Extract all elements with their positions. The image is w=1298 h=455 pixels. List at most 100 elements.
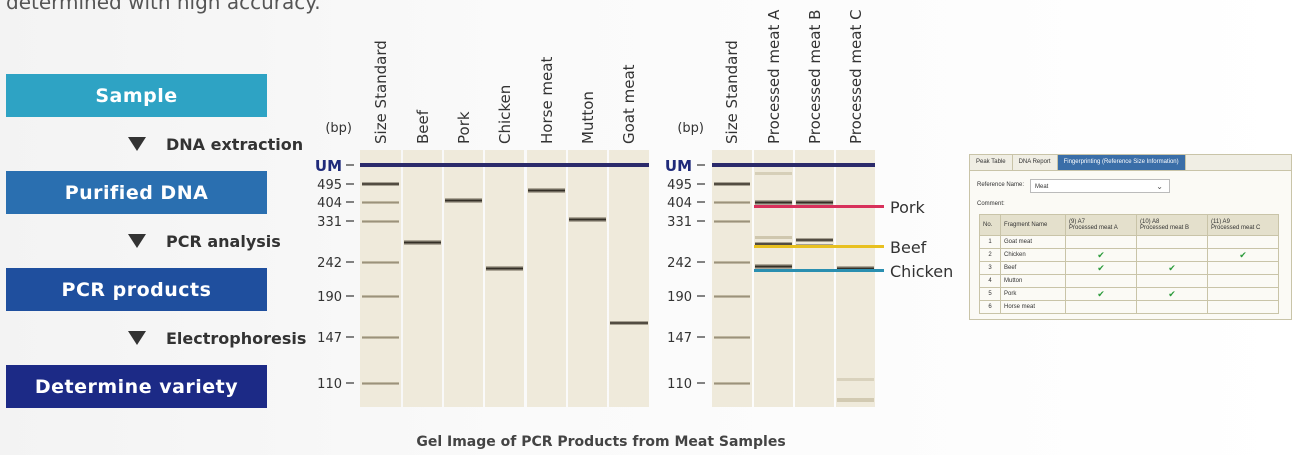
gel2-lane-bg xyxy=(712,150,752,407)
bp-label: (bp) xyxy=(325,121,352,136)
chicken-annotation-label: Chicken xyxy=(890,262,953,281)
row-number: 4 xyxy=(979,274,1001,288)
ladder-band xyxy=(714,336,750,339)
size-label: 147 xyxy=(317,331,342,346)
step-purified-dna: Purified DNA xyxy=(6,171,267,214)
row-number: 6 xyxy=(979,300,1001,314)
ladder-band xyxy=(714,295,750,298)
gel2-lane-bg xyxy=(836,150,875,407)
check-cell: ✔ xyxy=(1065,287,1137,301)
size-label: 190 xyxy=(317,290,342,305)
fingerprint-table: No. Fragment Name (9) A7 Processed meat A… xyxy=(979,214,1279,314)
gel1-lane-bg xyxy=(609,150,649,407)
row-number: 3 xyxy=(979,261,1001,275)
down-arrow-icon xyxy=(128,137,146,151)
row-number: 5 xyxy=(979,287,1001,301)
table-row: 3 Beef ✔ ✔ xyxy=(979,261,1279,275)
gel-caption: Gel Image of PCR Products from Meat Samp… xyxy=(416,434,785,450)
row-number: 2 xyxy=(979,248,1001,262)
lane-label: Size Standard xyxy=(372,40,390,144)
check-cell: ✔ xyxy=(1136,287,1208,301)
lane-label: Pork xyxy=(455,111,473,144)
lane-label: Processed meat B xyxy=(806,10,824,144)
size-label: 404 xyxy=(317,196,342,211)
check-cell xyxy=(1065,235,1137,249)
panel-tabs: Peak Table DNA Report Fingerprinting (Re… xyxy=(970,155,1291,171)
check-cell xyxy=(1136,235,1208,249)
ladder-band xyxy=(362,182,399,186)
reference-name-value: Meat xyxy=(1035,184,1049,190)
size-label: 110 xyxy=(317,377,342,392)
size-label: 495 xyxy=(667,178,692,193)
lane-label: Chicken xyxy=(496,85,514,144)
table-row: 5 Pork ✔ ✔ xyxy=(979,287,1279,301)
tab-fingerprinting[interactable]: Fingerprinting (Reference Size Informati… xyxy=(1057,155,1186,170)
um-label: UM xyxy=(315,157,342,175)
step-sample: Sample xyxy=(6,74,267,117)
processed-a-pork-band xyxy=(755,200,792,205)
bp-label: (bp) xyxy=(677,121,704,136)
fingerprinting-panel: Peak Table DNA Report Fingerprinting (Re… xyxy=(969,154,1292,320)
arrow-pcr-analysis: PCR analysis xyxy=(128,231,281,251)
column-header: (11) A9 Processed meat C xyxy=(1207,214,1279,236)
size-label: 110 xyxy=(667,377,692,392)
table-row: 6 Horse meat xyxy=(979,300,1279,314)
gel2-upper-marker-band xyxy=(712,163,875,167)
um-label: UM xyxy=(665,157,692,175)
processed-c-chicken-band xyxy=(837,266,874,271)
size-label: 147 xyxy=(667,331,692,346)
size-label: 331 xyxy=(667,215,692,230)
check-cell xyxy=(1207,235,1279,249)
transition-label: Electrophoresis xyxy=(166,328,307,348)
lane-label: Beef xyxy=(414,109,432,144)
ladder-band xyxy=(714,220,750,223)
fragment-name: Horse meat xyxy=(1000,300,1066,314)
fragment-name: Pork xyxy=(1000,287,1066,301)
size-label: 331 xyxy=(317,215,342,230)
check-cell xyxy=(1207,274,1279,288)
step-pcr-products: PCR products xyxy=(6,268,267,311)
check-cell xyxy=(1065,300,1137,314)
step-determine-variety: Determine variety xyxy=(6,365,267,408)
gel1-lane-bg xyxy=(485,150,524,407)
fragment-name: Beef xyxy=(1000,261,1066,275)
ladder-band xyxy=(362,201,399,204)
tab-peak-table[interactable]: Peak Table xyxy=(970,155,1013,170)
intro-text: determined with high accuracy. xyxy=(6,0,321,14)
check-cell xyxy=(1207,261,1279,275)
check-cell: ✔ xyxy=(1065,248,1137,262)
check-cell xyxy=(1136,248,1208,262)
size-label: 242 xyxy=(317,256,342,271)
ladder-band xyxy=(714,201,750,204)
fragment-name: Chicken xyxy=(1000,248,1066,262)
column-header: (10) A8 Processed meat B xyxy=(1136,214,1208,236)
ladder-band xyxy=(362,220,399,223)
check-cell xyxy=(1136,274,1208,288)
transition-label: PCR analysis xyxy=(166,231,281,251)
row-number: 1 xyxy=(979,235,1001,249)
gel1-upper-marker-band xyxy=(360,163,649,167)
gel1-lane-bg xyxy=(403,150,442,407)
check-cell xyxy=(1136,300,1208,314)
reference-name-select[interactable]: Meat ⌄ xyxy=(1030,179,1170,193)
check-cell xyxy=(1207,287,1279,301)
transition-label: DNA extraction xyxy=(166,134,304,154)
comment-label: Comment: xyxy=(977,201,1005,207)
table-row: 2 Chicken ✔ ✔ xyxy=(979,248,1279,262)
tab-dna-report[interactable]: DNA Report xyxy=(1013,155,1058,170)
processed-a-chicken-band xyxy=(755,264,792,269)
goat-meat-band xyxy=(610,321,648,325)
column-header: Fragment Name xyxy=(1000,214,1066,236)
reference-name-label: Reference Name: xyxy=(977,182,1025,188)
lane-label: Processed meat A xyxy=(765,9,783,144)
ladder-band xyxy=(362,295,399,298)
beef-annotation-label: Beef xyxy=(890,238,927,257)
gel1-lane-bg xyxy=(360,150,401,407)
chicken-band xyxy=(486,266,523,271)
processed-b-pork-band xyxy=(796,200,833,205)
column-header: (9) A7 Processed meat A xyxy=(1065,214,1137,236)
processed-c-faint-band xyxy=(837,398,874,402)
check-cell: ✔ xyxy=(1065,261,1137,275)
ladder-band xyxy=(362,261,399,264)
